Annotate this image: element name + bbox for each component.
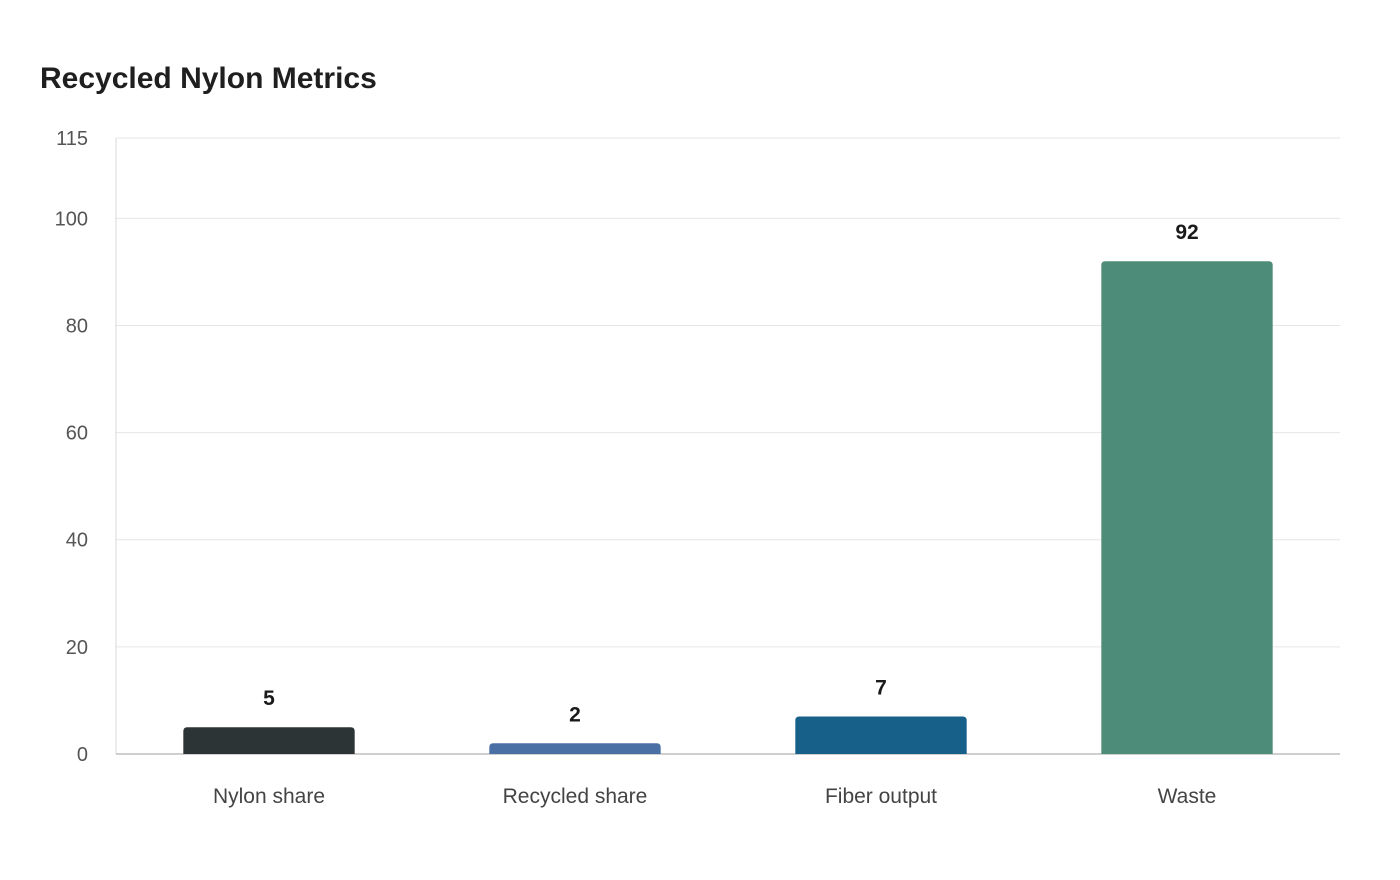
data-label: 2 bbox=[569, 703, 581, 726]
y-tick-label: 80 bbox=[66, 315, 88, 337]
y-tick-label: 115 bbox=[56, 128, 88, 150]
x-tick-label: Nylon share bbox=[213, 785, 325, 808]
bar-nylon-share bbox=[183, 727, 355, 754]
data-label: 92 bbox=[1175, 221, 1198, 244]
gridlines bbox=[116, 137, 1340, 648]
y-tick-label: 100 bbox=[55, 208, 88, 230]
y-tick-label: 20 bbox=[66, 637, 88, 659]
y-tick-label: 0 bbox=[77, 744, 88, 766]
bars bbox=[183, 261, 1273, 754]
x-tick-label: Fiber output bbox=[825, 785, 937, 808]
y-tick-label: 60 bbox=[66, 423, 88, 445]
x-tick-label: Recycled share bbox=[503, 785, 648, 808]
bar-waste bbox=[1101, 261, 1273, 754]
data-label: 7 bbox=[875, 677, 887, 700]
bar-fiber-output bbox=[795, 716, 967, 754]
data-label: 5 bbox=[263, 687, 275, 710]
x-tick-label: Waste bbox=[1158, 785, 1217, 808]
y-tick-label: 40 bbox=[66, 530, 88, 552]
labels: 5 Nylon share 2 Recycled share 7 Fiber output… bbox=[213, 221, 1216, 808]
chart-title: Recycled Nylon Metrics bbox=[40, 62, 377, 95]
bar-recycled-share bbox=[489, 743, 661, 754]
